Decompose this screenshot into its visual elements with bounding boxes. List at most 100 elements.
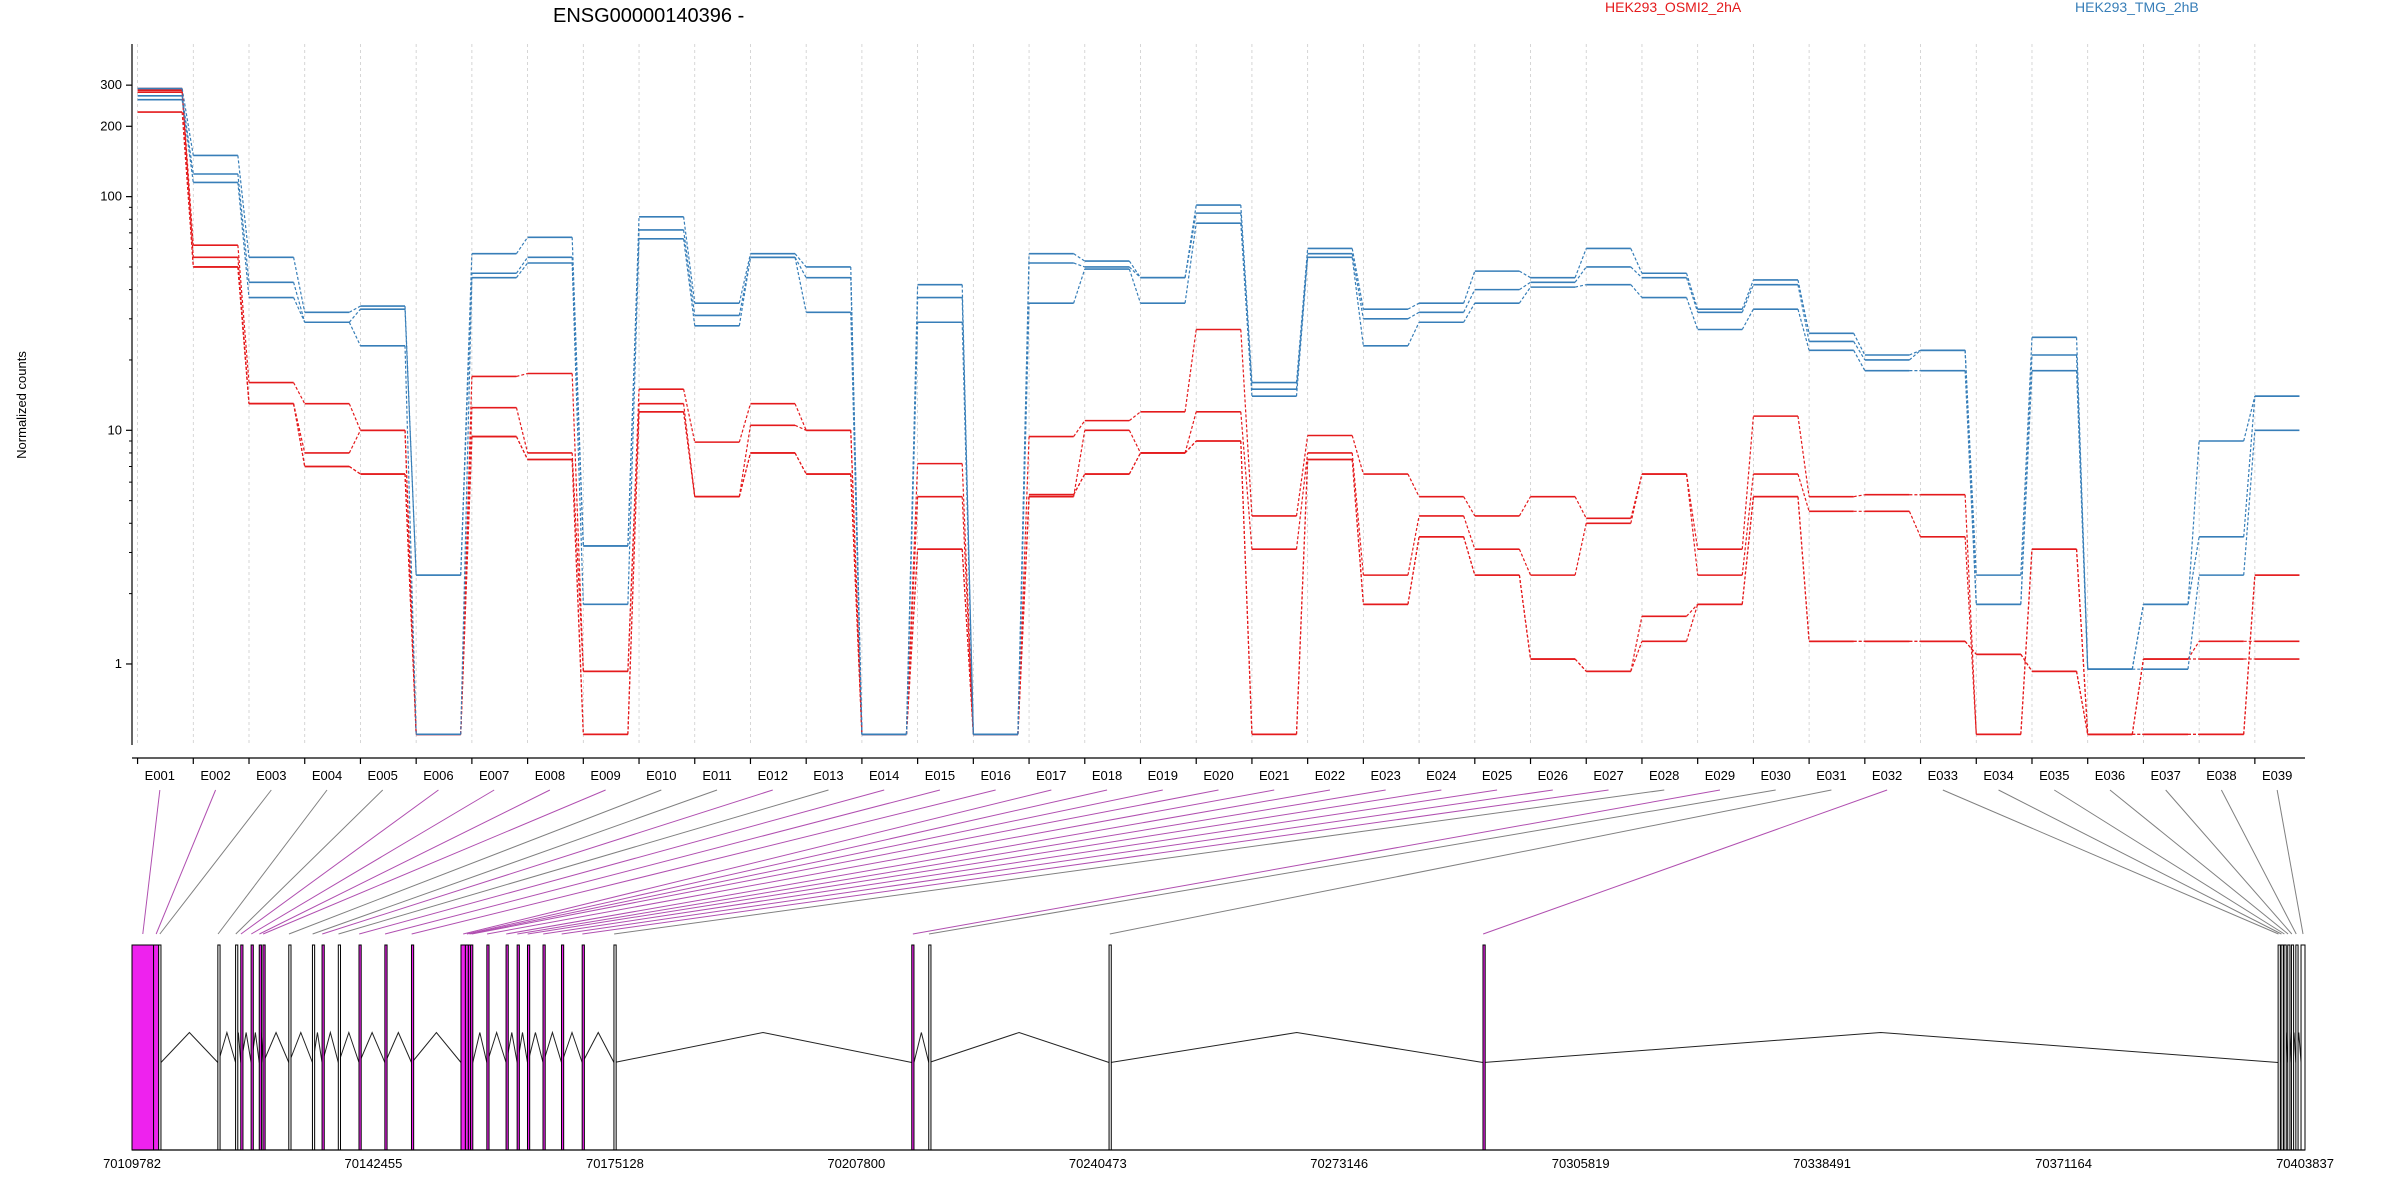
exon-link	[1741, 284, 1754, 313]
exon-link	[961, 297, 974, 735]
y-tick-label: 100	[100, 189, 122, 204]
exon-E034	[2280, 944, 2284, 1151]
exon-link	[1184, 213, 1197, 278]
exon-E010	[288, 944, 292, 1151]
exon-link	[515, 407, 529, 454]
exon-link	[348, 321, 361, 347]
intron	[1483, 1031, 2279, 1063]
exon-link	[738, 257, 752, 326]
chart-title: ENSG00000140396 -	[553, 5, 744, 27]
exon-link	[181, 88, 194, 156]
x-tick-label: E017	[1036, 768, 1066, 783]
exon-link	[1073, 473, 1086, 496]
exon-link	[1518, 286, 1532, 304]
intron	[542, 1030, 562, 1063]
exon-link	[1184, 329, 1197, 412]
exon-link	[2243, 396, 2256, 442]
exon-link	[2187, 440, 2200, 605]
exon-E027	[581, 944, 585, 1151]
connector-E009	[262, 789, 606, 935]
exon-link	[2187, 536, 2200, 605]
exon-link	[1240, 440, 1253, 735]
exon-E016	[410, 944, 415, 1151]
genomic-tick-label: 70207800	[827, 1156, 885, 1171]
exon-link	[1295, 435, 1309, 517]
intron	[527, 1032, 544, 1063]
connector-E007	[251, 789, 495, 935]
exon-link	[1630, 641, 1643, 672]
connector-E030	[928, 789, 1776, 935]
connector-E022	[506, 789, 1331, 935]
connector-E025	[543, 789, 1498, 935]
x-tick-label: E005	[368, 768, 398, 783]
connector-E013	[338, 789, 829, 935]
exon-link	[2020, 370, 2033, 605]
exon-link	[348, 465, 361, 475]
exon-link	[1741, 416, 1754, 550]
exon-link	[1017, 303, 1030, 735]
exon-link	[1351, 452, 1364, 576]
exon-E006	[240, 944, 244, 1151]
exon-E009	[262, 944, 266, 1151]
y-tick-label: 300	[100, 77, 122, 92]
exon-link	[1685, 273, 1699, 310]
x-tick-label: E021	[1259, 768, 1289, 783]
x-tick-label: E031	[1816, 768, 1846, 783]
exon-E023	[516, 944, 520, 1151]
exon-link	[1630, 473, 1643, 524]
intron	[913, 1032, 930, 1063]
exon-link	[1240, 329, 1253, 516]
exon-E003	[158, 944, 162, 1151]
intron	[288, 1031, 313, 1063]
exon-link	[683, 389, 696, 443]
connector-E029	[912, 789, 1721, 935]
y-tick-label: 200	[100, 118, 122, 133]
connector-E001	[142, 789, 161, 935]
exon-link	[571, 459, 584, 735]
series-HEK293_TMG_2hB	[137, 95, 2300, 736]
gene-model	[131, 944, 2306, 1151]
exon-link	[1184, 411, 1197, 454]
exon-link	[516, 372, 528, 378]
connector-E027	[582, 789, 1609, 935]
exon-link	[1240, 223, 1253, 397]
genomic-axis: 70109782 70142455 70175128 70207800 70240473…	[103, 1149, 2334, 1171]
exon-link	[1518, 575, 1532, 660]
exon-link	[1073, 430, 1086, 497]
connector-E036	[2109, 789, 2289, 935]
exon-link	[1295, 253, 1309, 390]
exon-E024	[526, 944, 531, 1151]
genomic-tick-label: 70142455	[345, 1156, 403, 1171]
exon-link	[738, 403, 752, 443]
connector-E033	[1942, 789, 2279, 935]
exon-E029	[911, 944, 915, 1151]
exon-link	[2243, 396, 2256, 537]
exon-link	[292, 403, 306, 454]
exon-link	[1797, 473, 1810, 512]
exon-link	[1351, 248, 1364, 310]
exon-link	[515, 236, 529, 255]
exon-link	[2020, 337, 2033, 576]
legend-osmi2: HEK293_OSMI2_2hA	[1605, 0, 1742, 15]
exon-link	[237, 245, 250, 383]
exon-link	[1574, 248, 1587, 278]
exon-link	[738, 452, 752, 497]
exon-E011	[311, 944, 316, 1151]
exon-link	[1741, 308, 1754, 330]
exon-link	[683, 403, 696, 497]
exon-link	[571, 452, 584, 672]
connector-E011	[312, 789, 718, 935]
exon-link	[683, 238, 696, 326]
exon-E033	[2277, 944, 2281, 1151]
exon-link	[1128, 452, 1142, 475]
exon-link	[794, 452, 807, 475]
intron	[358, 1031, 386, 1063]
series-HEK293_TMG_2hB	[137, 98, 2300, 736]
connector-E026	[561, 789, 1553, 935]
x-tick-label: E018	[1092, 768, 1122, 783]
exon-link	[571, 257, 584, 546]
exon-link	[1574, 284, 1587, 288]
exon-link	[1017, 494, 1030, 735]
exon-link	[1128, 430, 1142, 454]
exon-link	[1797, 496, 1810, 642]
